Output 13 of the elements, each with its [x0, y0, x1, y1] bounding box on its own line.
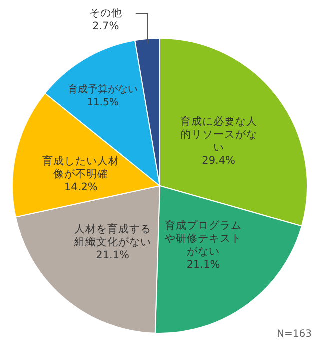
data-label: 21.1%: [186, 258, 220, 271]
slice-label: その他: [89, 8, 122, 20]
data-label: 21.1%: [96, 249, 130, 262]
data-label: 2.7%: [92, 20, 120, 33]
slice-label: 育成に必要な人的リソースがない: [180, 114, 258, 154]
data-label: 11.5%: [87, 98, 119, 109]
slice-label: 人材を育成する組織文化がない: [73, 222, 152, 248]
data-label: 14.2%: [64, 181, 98, 194]
text: N=163: [277, 329, 312, 340]
slice-label: 育成予算がない: [68, 84, 138, 96]
slice-label: 育成したい人材像が不明確: [42, 154, 120, 180]
slice-label: 育成プログラムや研修テキストがない: [165, 218, 242, 258]
data-label: 29.4%: [202, 154, 236, 167]
